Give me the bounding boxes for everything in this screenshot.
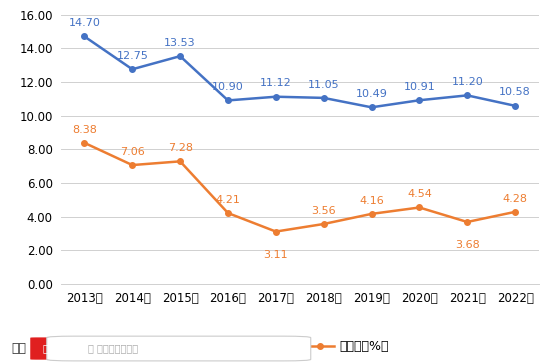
Text: 12.75: 12.75 <box>117 51 148 61</box>
Text: 市值: 市值 <box>11 342 26 355</box>
Text: 7.28: 7.28 <box>168 143 192 153</box>
Legend: 毛利率（%）, 净利率（%）: 毛利率（%）, 净利率（%） <box>205 336 394 359</box>
Text: 4.28: 4.28 <box>503 194 527 203</box>
Text: 3.68: 3.68 <box>455 240 480 250</box>
Text: 7.06: 7.06 <box>120 147 145 157</box>
Text: 4.16: 4.16 <box>359 195 384 206</box>
Text: 14.70: 14.70 <box>69 18 100 28</box>
Text: 13.53: 13.53 <box>164 38 196 48</box>
Text: 10.90: 10.90 <box>212 82 244 92</box>
Text: 3.11: 3.11 <box>263 250 288 260</box>
Text: 10.49: 10.49 <box>356 89 387 99</box>
Text: 11.05: 11.05 <box>308 80 339 90</box>
Text: 🔍 买股之前搜一搜: 🔍 买股之前搜一搜 <box>88 344 138 353</box>
Text: 风云: 风云 <box>42 344 54 353</box>
Text: 3.56: 3.56 <box>311 206 336 215</box>
Text: 4.21: 4.21 <box>216 195 240 205</box>
Text: 11.12: 11.12 <box>260 78 292 88</box>
FancyBboxPatch shape <box>30 337 66 360</box>
FancyBboxPatch shape <box>47 336 311 361</box>
Text: 8.38: 8.38 <box>72 124 97 135</box>
Text: 10.58: 10.58 <box>499 87 531 98</box>
Text: 4.54: 4.54 <box>407 189 432 199</box>
Text: 11.20: 11.20 <box>452 77 483 87</box>
Text: 10.91: 10.91 <box>404 82 435 92</box>
